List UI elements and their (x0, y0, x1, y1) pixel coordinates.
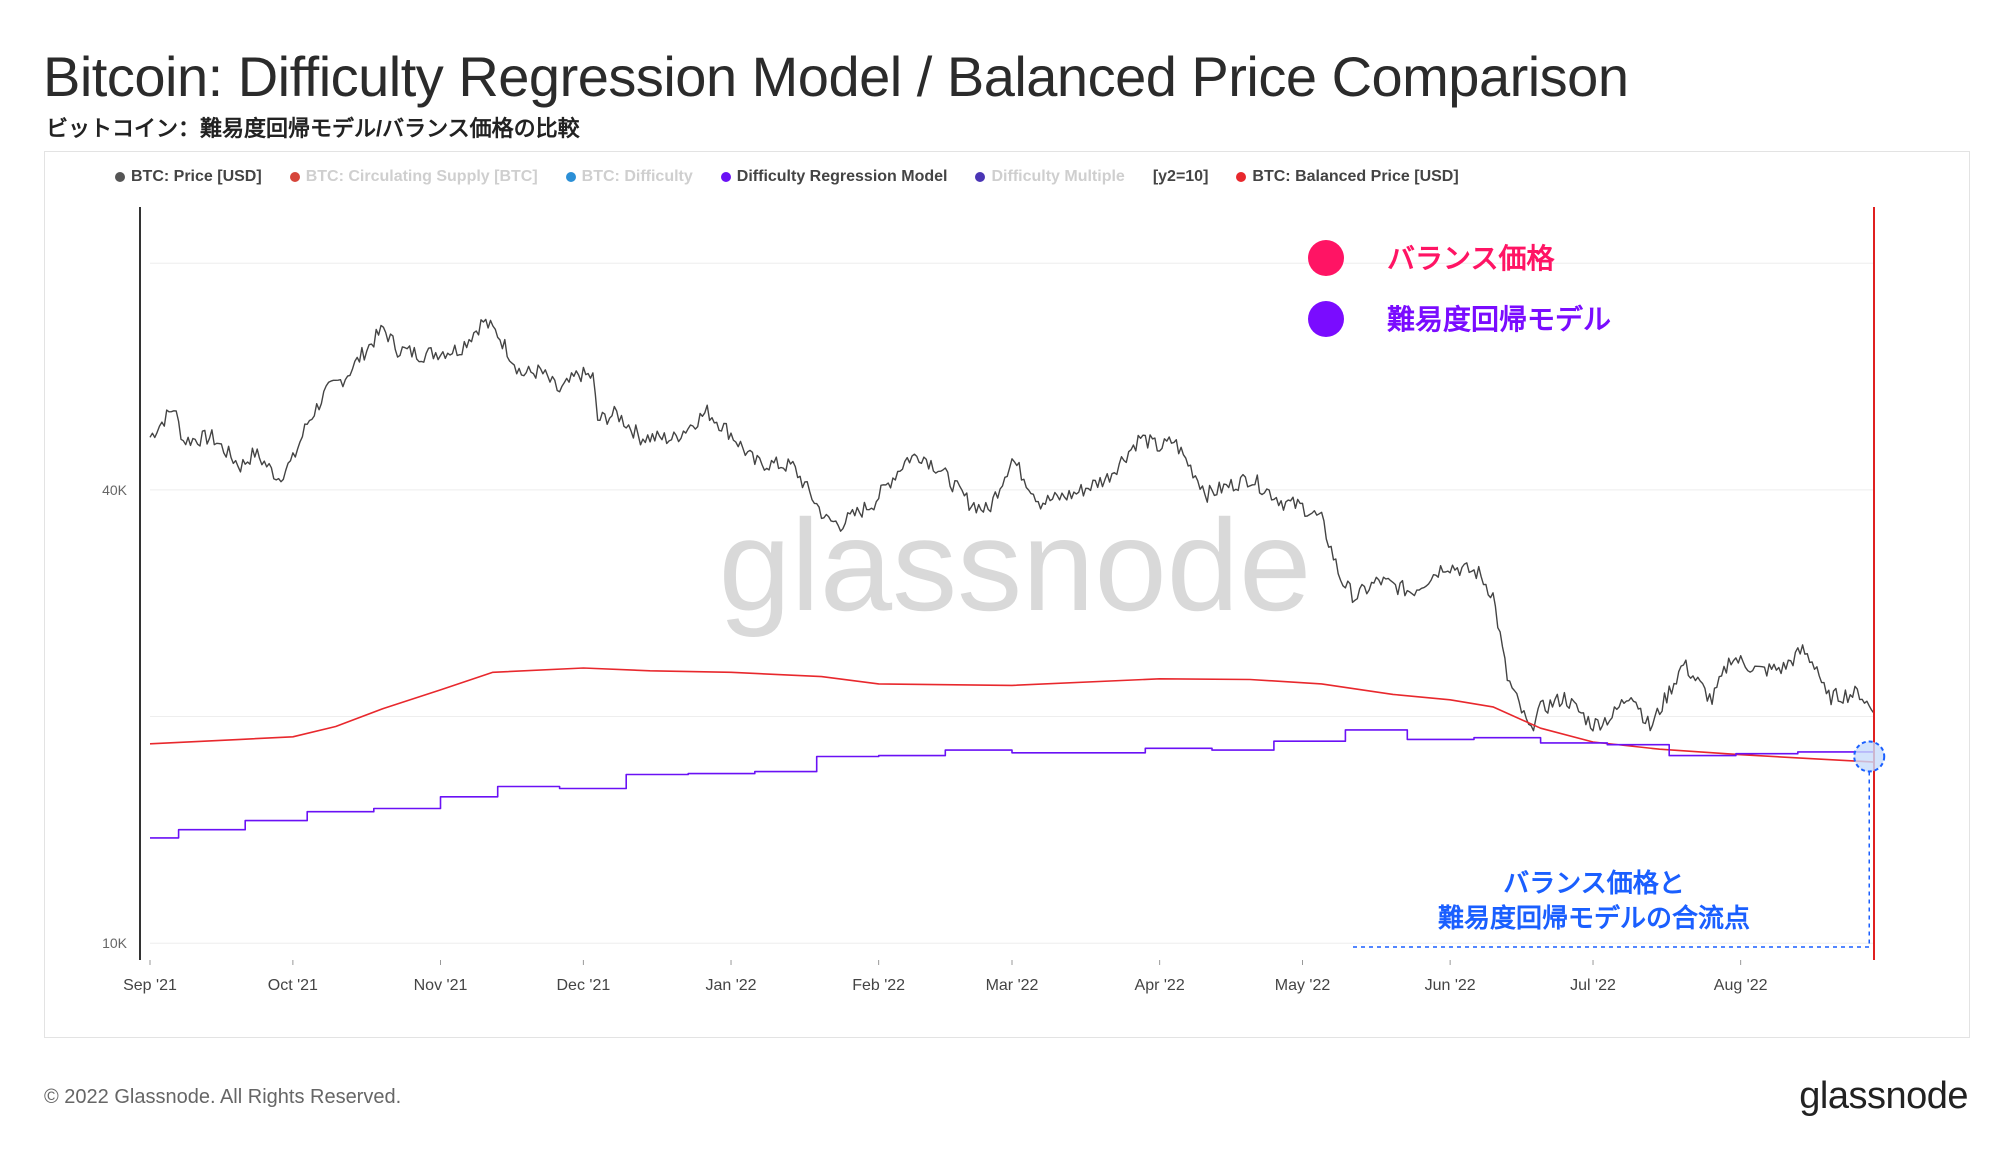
series-line-2 (150, 729, 1874, 839)
chart-svg[interactable]: glassnode 10K 40K Sep '21 Oct '21 Nov '21 De… (45, 152, 1969, 1037)
x-tick-labels: Sep '21 Oct '21 Nov '21 Dec '21 Jan '22 Feb '… (123, 960, 1768, 994)
legend-item[interactable]: BTC: Difficulty (565, 168, 693, 186)
y-tick-label: 40K (102, 482, 128, 498)
legend-item[interactable]: BTC: Balanced Price [USD] (1236, 168, 1459, 186)
y-tick-label: 10K (102, 935, 128, 951)
page-subtitle: ビットコイン：難易度回帰モデル/バランス価格の比較 (46, 116, 580, 141)
x-tick-label: Apr '22 (1135, 977, 1185, 994)
legend-item[interactable]: [y2=10] (1153, 168, 1209, 186)
marks (149, 318, 1875, 839)
model-label: 難易度回帰モデル (1387, 303, 1611, 336)
model-marker (1308, 301, 1344, 337)
grid (150, 262, 1874, 944)
x-tick-label: Aug '22 (1714, 977, 1768, 994)
x-tick-label: Feb '22 (852, 977, 905, 994)
annotations: バランス価格 難易度回帰モデル バランス価格と 難易度回帰モデルの合流点 (1308, 240, 1886, 948)
legend-item[interactable]: Difficulty Regression Model (720, 168, 948, 186)
legend-label: [y2=10] (1152, 168, 1209, 185)
legend-label: Difficulty Multiple (991, 168, 1125, 185)
y-tick-labels: 10K 40K (102, 482, 128, 951)
legend-label: Difficulty Regression Model (736, 168, 948, 185)
x-tick-label: Jun '22 (1425, 977, 1476, 994)
legend-item[interactable]: BTC: Price [USD] (115, 168, 262, 186)
chart-panel: glassnode 10K 40K Sep '21 Oct '21 Nov '21 De… (44, 151, 1970, 1038)
x-tick-label: May '22 (1275, 977, 1331, 994)
x-tick-label: Jul '22 (1570, 977, 1616, 994)
copyright: © 2022 Glassnode. All Rights Reserved. (44, 1086, 402, 1108)
legend-dot-icon (975, 172, 986, 182)
x-tick-label: Nov '21 (414, 977, 468, 994)
legend-label: BTC: Balanced Price [USD] (1252, 168, 1459, 185)
legend-dot-icon (289, 172, 300, 182)
watermark: glassnode (719, 492, 1312, 638)
legend-label: BTC: Price [USD] (131, 168, 262, 185)
convergence-point[interactable] (1853, 740, 1886, 773)
convergence-line1: バランス価格と (1503, 868, 1684, 899)
legend-label: BTC: Circulating Supply [BTC] (305, 168, 538, 185)
legend-item[interactable]: BTC: Circulating Supply [BTC] (289, 168, 538, 186)
series-line-1 (149, 667, 1875, 763)
legend-dot-icon (1236, 172, 1247, 182)
balanced-marker (1308, 240, 1344, 276)
series-line-0 (149, 318, 1875, 732)
page-title: Bitcoin: Difficulty Regression Model / B… (43, 45, 1629, 108)
legend-label: BTC: Difficulty (581, 168, 693, 185)
x-tick-label: Oct '21 (268, 977, 318, 994)
x-tick-label: Dec '21 (557, 977, 611, 994)
convergence-line2: 難易度回帰モデルの合流点 (1438, 903, 1750, 934)
legend: BTC: Price [USD] BTC: Circulating Supply … (115, 168, 1459, 186)
x-tick-label: Mar '22 (986, 977, 1039, 994)
legend-dot-icon (115, 172, 125, 182)
x-tick-label: Sep '21 (123, 977, 177, 994)
brand-logo: glassnode (1799, 1075, 1968, 1117)
legend-dot-icon (720, 172, 731, 182)
legend-item[interactable]: Difficulty Multiple (975, 168, 1125, 186)
legend-dot-icon (565, 172, 576, 182)
x-tick-label: Jan '22 (705, 977, 756, 994)
balanced-label: バランス価格 (1387, 242, 1555, 275)
